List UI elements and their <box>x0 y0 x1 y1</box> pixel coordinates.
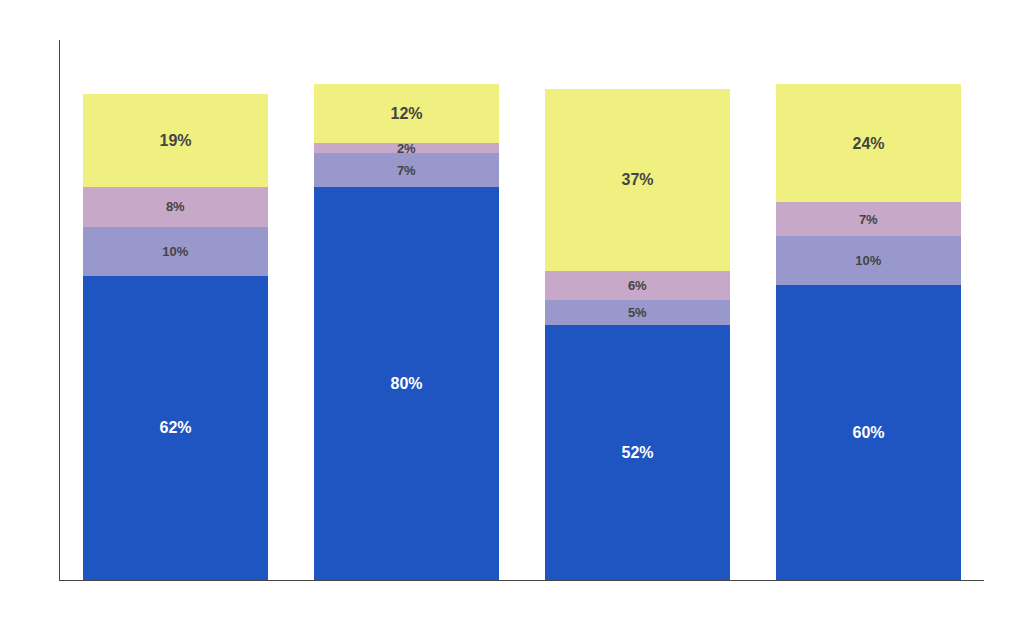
svg-text:5%: 5% <box>628 305 647 320</box>
svg-text:6%: 6% <box>628 278 647 293</box>
svg-text:19%: 19% <box>159 132 191 149</box>
svg-text:10%: 10% <box>855 253 881 268</box>
svg-text:52%: 52% <box>621 444 653 461</box>
svg-text:12%: 12% <box>390 105 422 122</box>
svg-text:2%: 2% <box>397 141 416 156</box>
svg-text:10%: 10% <box>162 244 188 259</box>
svg-text:24%: 24% <box>852 135 884 152</box>
svg-text:7%: 7% <box>859 212 878 227</box>
svg-text:62%: 62% <box>159 419 191 436</box>
svg-text:8%: 8% <box>166 199 185 214</box>
svg-text:60%: 60% <box>852 424 884 441</box>
svg-text:80%: 80% <box>390 375 422 392</box>
svg-text:7%: 7% <box>397 163 416 178</box>
svg-text:37%: 37% <box>621 171 653 188</box>
